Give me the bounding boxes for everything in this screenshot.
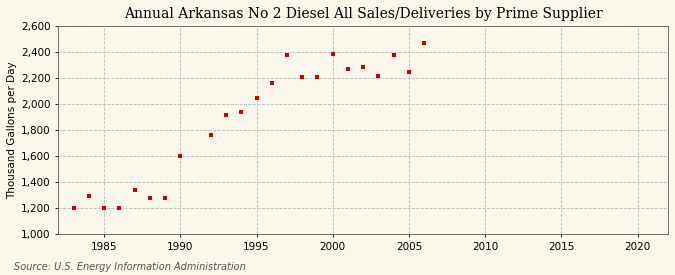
Title: Annual Arkansas No 2 Diesel All Sales/Deliveries by Prime Supplier: Annual Arkansas No 2 Diesel All Sales/De… — [124, 7, 603, 21]
Text: Source: U.S. Energy Information Administration: Source: U.S. Energy Information Administ… — [14, 262, 245, 272]
Y-axis label: Thousand Gallons per Day: Thousand Gallons per Day — [7, 61, 17, 199]
